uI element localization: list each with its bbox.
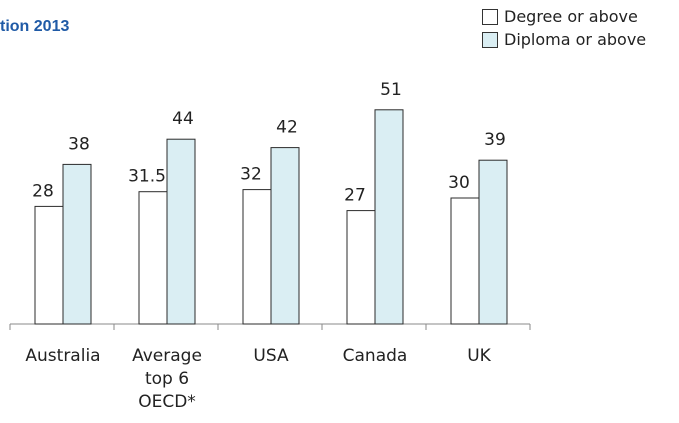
legend-item-degree: Degree or above [482,7,638,26]
category-label: top 6 [145,369,189,389]
data-label: 38 [68,134,90,154]
data-label: 28 [32,181,54,201]
bar-degree [450,197,480,325]
data-label: 31.5 [128,167,166,187]
data-label: 27 [344,186,366,206]
bar-diploma [166,138,196,325]
category-label: Australia [25,346,100,366]
category-label: UK [467,346,491,366]
bar-degree [138,191,168,325]
data-label: 42 [276,118,298,138]
legend-label-diploma: Diploma or above [504,30,647,49]
data-label: 32 [240,165,262,185]
bar-diploma [374,109,404,325]
legend-swatch-degree [482,8,498,25]
chart-title-line2: tion 2013 [0,18,70,35]
category-label: Canada [343,346,408,366]
bar-diploma [478,159,508,325]
category-label: OECD* [138,392,196,412]
bar-diploma [62,163,92,325]
data-label: 39 [484,130,506,150]
data-label: 30 [448,173,470,193]
bar-degree [242,189,272,325]
category-label: Average [132,346,202,366]
bar-diploma [270,147,300,325]
category-label: USA [253,346,289,366]
legend-item-diploma: Diploma or above [482,30,646,49]
legend-label-degree: Degree or above [504,7,638,26]
bar-degree [346,210,376,325]
bar-degree [34,205,64,325]
data-label: 51 [380,80,402,100]
legend-swatch-diploma [482,31,498,48]
data-label: 44 [172,109,194,129]
